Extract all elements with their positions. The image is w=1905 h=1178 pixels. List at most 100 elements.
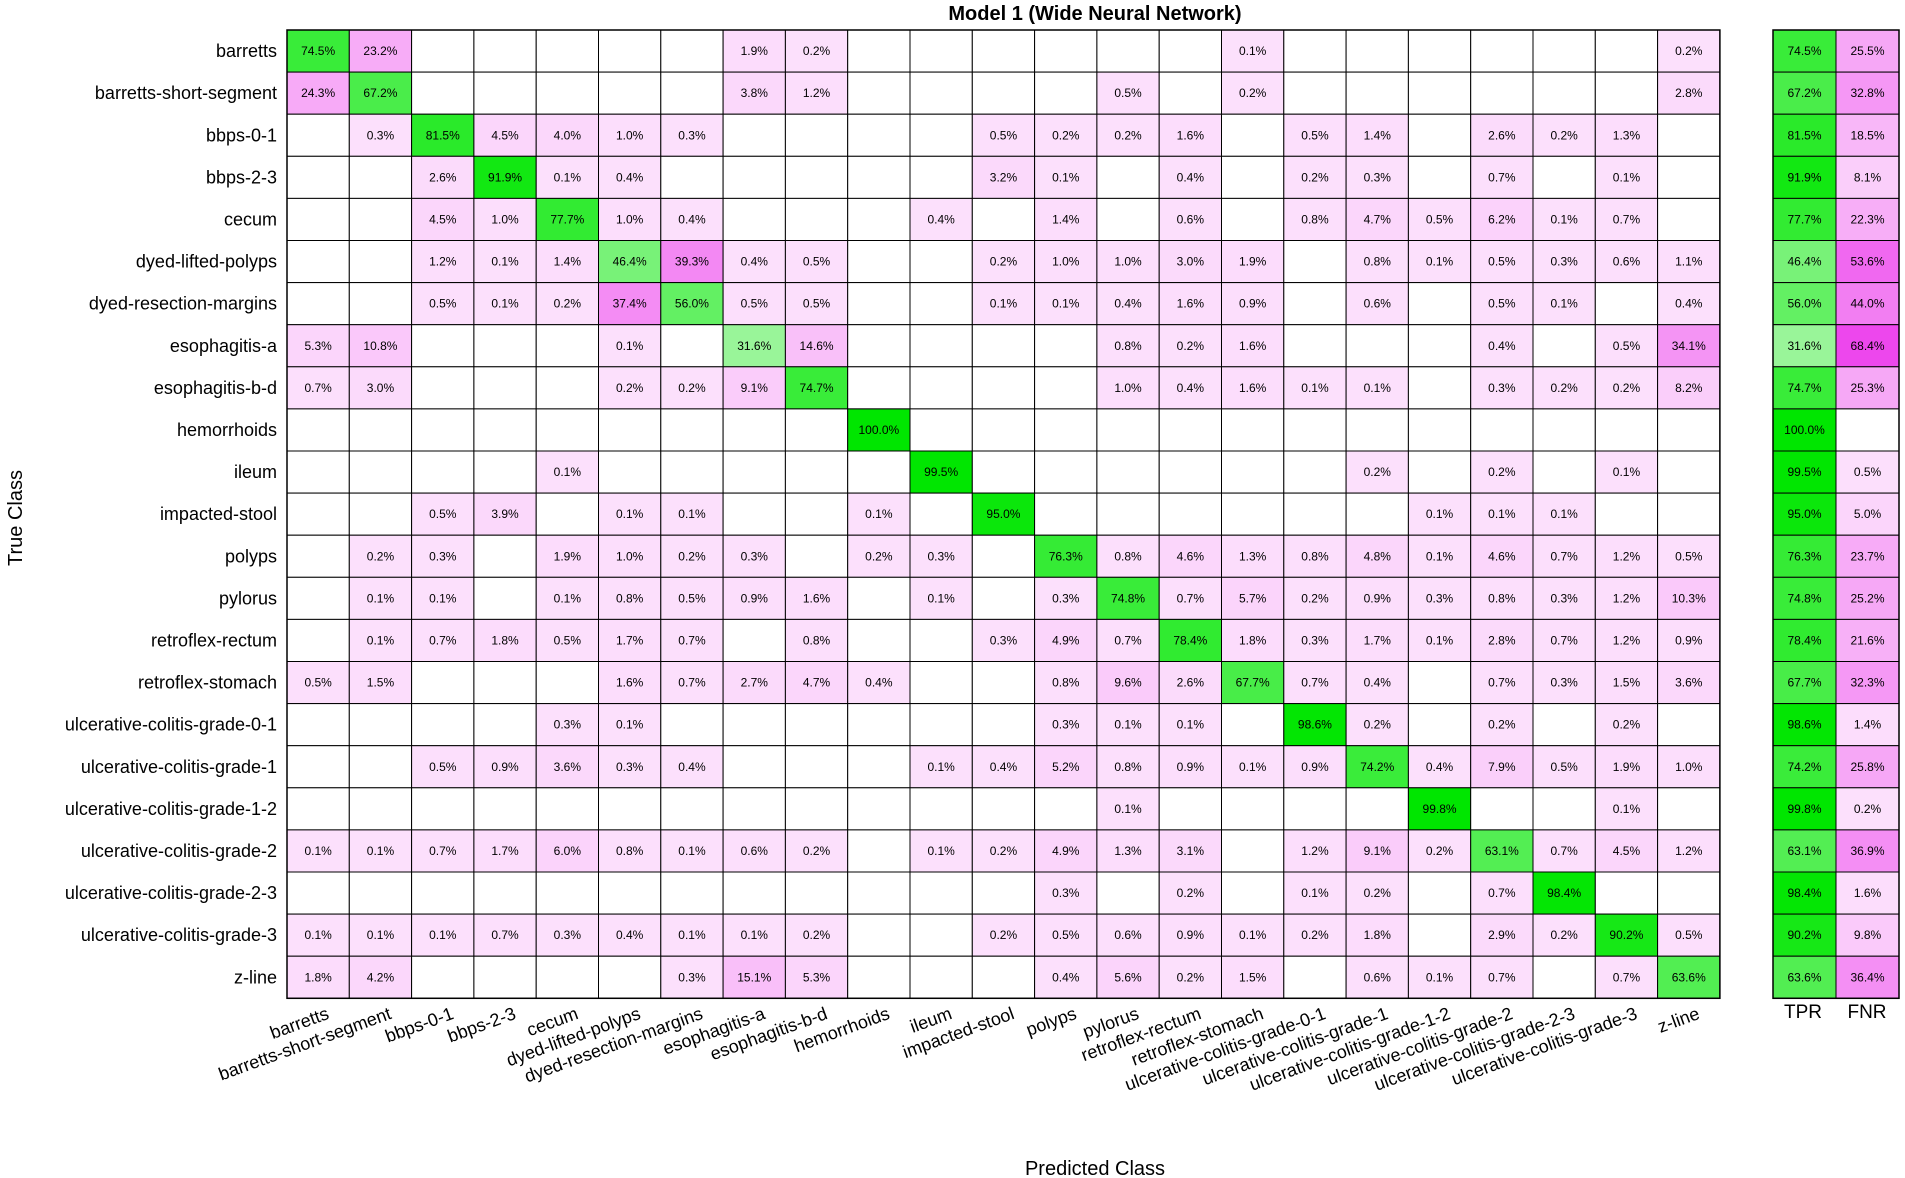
matrix-cell [1407, 618, 1472, 663]
matrix-cell-label: 0.2% [1052, 128, 1080, 142]
matrix-cell [660, 492, 724, 536]
matrix-cell-label: 2.8% [1675, 86, 1703, 100]
row-label: barretts [216, 41, 277, 61]
matrix-cell [1657, 197, 1721, 241]
matrix-cell-label: 3.9% [491, 507, 519, 521]
matrix-cell-label: 0.1% [554, 170, 582, 184]
matrix-cell [1657, 913, 1721, 957]
matrix-cell [1470, 240, 1534, 284]
tpr-cell-label: 98.6% [1787, 718, 1821, 732]
matrix-cell-label: 4.8% [1364, 549, 1392, 563]
matrix-cell [1158, 576, 1222, 620]
matrix-cell-label: 0.3% [1426, 591, 1454, 605]
matrix-cell [971, 71, 1036, 115]
x-axis-label: Predicted Class [1025, 1158, 1165, 1178]
matrix-cell [909, 324, 973, 368]
matrix-cell-label: 0.2% [678, 549, 706, 563]
matrix-cell-label: 0.1% [741, 928, 769, 942]
matrix-cell [1594, 534, 1659, 578]
tpr-cell-label: 76.3% [1787, 549, 1821, 563]
matrix-cell [971, 576, 1036, 620]
tpr-cell-label: 100.0% [1784, 423, 1825, 437]
matrix-cell-label: 0.3% [367, 128, 395, 142]
matrix-cell [847, 71, 911, 115]
matrix-cell [348, 492, 413, 536]
matrix-cell-label: 9.1% [1364, 844, 1392, 858]
matrix-cell-label: 1.3% [1239, 549, 1267, 563]
matrix-cell-label: 1.5% [367, 676, 395, 690]
fnr-cell-label: 1.6% [1854, 886, 1882, 900]
matrix-cell [1345, 155, 1409, 199]
matrix-cell [1532, 787, 1596, 831]
matrix-cell [1158, 829, 1222, 873]
matrix-cell [286, 408, 350, 452]
matrix-cell [1470, 155, 1534, 199]
matrix-cell-label: 0.7% [678, 633, 706, 647]
matrix-cell-label: 0.2% [1550, 928, 1578, 942]
row-label: impacted-stool [160, 504, 277, 524]
matrix-cell [286, 324, 350, 368]
matrix-cell [598, 871, 662, 915]
fnr-cell [1835, 787, 1900, 831]
matrix-cell [722, 408, 786, 452]
matrix-cell-label: 4.9% [1052, 844, 1080, 858]
matrix-cell [473, 871, 537, 915]
matrix-cell [971, 534, 1036, 578]
matrix-cell [473, 71, 537, 115]
matrix-cell-label: 0.7% [678, 676, 706, 690]
matrix-cell-label: 2.6% [1488, 128, 1516, 142]
matrix-cell-label: 0.3% [927, 549, 955, 563]
matrix-cell [1283, 240, 1347, 284]
matrix-cell [535, 113, 600, 157]
matrix-cell-labels: 74.5% 23.2% 1.9% 0.2% 0.1% 0.2% 24.3% 67.2% 3.8%… [301, 44, 1706, 984]
matrix-cell [1221, 871, 1285, 915]
matrix-cell [784, 492, 849, 536]
matrix-cell-label: 0.7% [491, 928, 519, 942]
matrix-cell-label: 0.3% [1550, 591, 1578, 605]
matrix-cell-label: 0.1% [1426, 255, 1454, 269]
matrix-cell-label: 0.4% [616, 928, 644, 942]
matrix-cell [1034, 871, 1098, 915]
fnr-cell-label: 1.4% [1854, 718, 1882, 732]
matrix-cell [1345, 955, 1409, 999]
matrix-cell-label: 67.2% [363, 86, 397, 100]
matrix-cell-label: 8.2% [1675, 381, 1703, 395]
matrix-cell [784, 871, 849, 915]
matrix-cell-label: 0.2% [1177, 970, 1205, 984]
matrix-cell [473, 324, 537, 368]
matrix-cell-label: 1.8% [1364, 928, 1392, 942]
matrix-cell [535, 534, 600, 578]
matrix-cell-label: 0.8% [1114, 760, 1142, 774]
matrix-cell-label: 34.1% [1672, 339, 1706, 353]
matrix-cell-label: 0.2% [367, 549, 395, 563]
matrix-cell-label: 0.6% [1364, 970, 1392, 984]
matrix-cell [286, 29, 350, 73]
matrix-cell [473, 282, 537, 326]
matrix-cell [286, 450, 350, 494]
matrix-cell [1532, 71, 1596, 115]
matrix-cell [1034, 829, 1098, 873]
matrix-cell-label: 0.3% [429, 549, 457, 563]
matrix-cell [598, 197, 662, 241]
matrix-cell [1532, 913, 1596, 957]
fnr-cell-label: 23.7% [1850, 549, 1884, 563]
matrix-cell [1283, 661, 1347, 705]
matrix-cell [1221, 450, 1285, 494]
matrix-cell-label: 1.2% [1613, 591, 1641, 605]
fnr-cell-label: 18.5% [1850, 128, 1884, 142]
matrix-cell [1221, 492, 1285, 536]
matrix-cell [1283, 71, 1347, 115]
matrix-cell [1221, 240, 1285, 284]
matrix-cell-label: 74.7% [800, 381, 834, 395]
matrix-cell-label: 0.1% [367, 844, 395, 858]
matrix-cell [847, 240, 911, 284]
matrix-cell [348, 913, 413, 957]
fnr-cell [1835, 955, 1900, 999]
matrix-cell [1345, 408, 1409, 452]
matrix-cell-label: 5.3% [803, 970, 831, 984]
matrix-cell [1594, 71, 1659, 115]
matrix-cell-label: 3.0% [1177, 255, 1205, 269]
matrix-cell-label: 0.1% [1052, 170, 1080, 184]
matrix-cell-label: 0.2% [1177, 886, 1205, 900]
matrix-cell-label: 4.6% [1488, 549, 1516, 563]
